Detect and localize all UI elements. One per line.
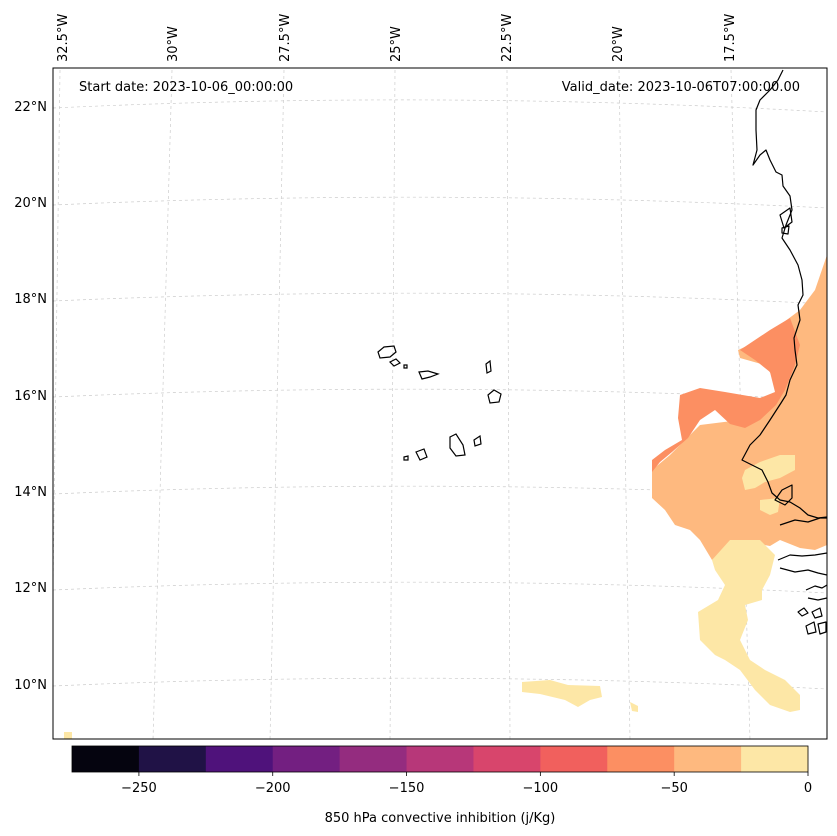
- lat-label: 16°N: [14, 389, 47, 404]
- coastline: [741, 69, 827, 635]
- colorbar-ticks: −250 −200 −150 −100 −50 0: [121, 772, 812, 796]
- island-sao-nicolau: [418, 370, 440, 380]
- colorbar-frame: [71, 745, 809, 773]
- map-panel: [52, 67, 828, 740]
- colorbar-swatch: [339, 746, 408, 772]
- lon-label: 17.5°W: [723, 14, 738, 62]
- island-brava: [403, 455, 409, 461]
- valid-date-label: Valid_date: 2023-10-06T07:00:00.00: [562, 80, 800, 95]
- latitude-labels: 22°N 20°N 18°N 16°N 14°N 12°N 10°N: [14, 100, 47, 693]
- colorbar-swatch: [138, 746, 207, 772]
- colorbar-swatch: [741, 746, 809, 772]
- colorbar-tick-label: −200: [255, 781, 291, 796]
- lon-label: 27.5°W: [278, 14, 293, 62]
- colorbar-tick-label: −100: [523, 781, 559, 796]
- colorbar: −250 −200 −150 −100 −50 0 850 hPa convective …: [71, 745, 812, 826]
- colorbar-swatch: [406, 746, 474, 772]
- colorbar-tick-label: −150: [389, 781, 425, 796]
- lat-label: 18°N: [14, 292, 47, 307]
- island-maio: [473, 434, 482, 447]
- island-sal: [485, 359, 492, 374]
- colorbar-tick-label: −250: [121, 781, 157, 796]
- lat-label: 10°N: [14, 678, 47, 693]
- island-santa-luzia: [403, 364, 408, 369]
- lon-label: 32.5°W: [56, 14, 71, 62]
- contour-fill-minus25-0: [760, 498, 780, 515]
- colorbar-swatch: [607, 746, 675, 772]
- colorbar-label: 850 hPa convective inhibition (j/Kg): [325, 811, 556, 826]
- contour-fill-minus25-0: [698, 540, 800, 712]
- colorbar-swatch: [272, 746, 341, 772]
- contour-fill-minus75-minus50: [652, 318, 800, 472]
- lat-label: 14°N: [14, 485, 47, 500]
- graticule: [53, 69, 827, 739]
- colorbar-swatch: [72, 746, 140, 772]
- lat-label: 20°N: [14, 196, 47, 211]
- colorbar-swatch: [540, 746, 608, 772]
- longitude-labels: 32.5°W 30°W 27.5°W 25°W 22.5°W 20°W 17.5…: [56, 14, 738, 62]
- start-date-label: Start date: 2023-10-06_00:00:00: [79, 80, 293, 95]
- lon-label: 22.5°W: [500, 14, 515, 62]
- colorbar-swatch: [205, 746, 274, 772]
- lon-label: 25°W: [389, 26, 404, 62]
- island-boa-vista: [487, 389, 502, 404]
- colorbar-tick-label: 0: [804, 781, 812, 796]
- contour-fill-minus25-0: [522, 680, 602, 707]
- colorbar-tick-label: −50: [660, 781, 687, 796]
- contour-fill-minus25-0: [630, 702, 638, 712]
- island-santiago: [449, 433, 466, 457]
- cape-verde-islands: [377, 345, 502, 461]
- colorbar-swatch: [473, 746, 541, 772]
- island-santo-antao: [377, 345, 397, 359]
- island-sao-vicente: [388, 358, 402, 367]
- colorbar-swatches: [72, 746, 809, 772]
- island-fogo: [415, 448, 428, 461]
- contour-fill-minus25-0: [64, 732, 72, 739]
- lon-label: 20°W: [611, 26, 626, 62]
- map-frame: [52, 67, 828, 740]
- lat-label: 12°N: [14, 581, 47, 596]
- colorbar-swatch: [674, 746, 742, 772]
- contour-fill-minus25-0: [742, 455, 795, 490]
- cin-contours: [64, 255, 827, 739]
- lat-label: 22°N: [14, 100, 47, 115]
- lon-label: 30°W: [166, 26, 181, 62]
